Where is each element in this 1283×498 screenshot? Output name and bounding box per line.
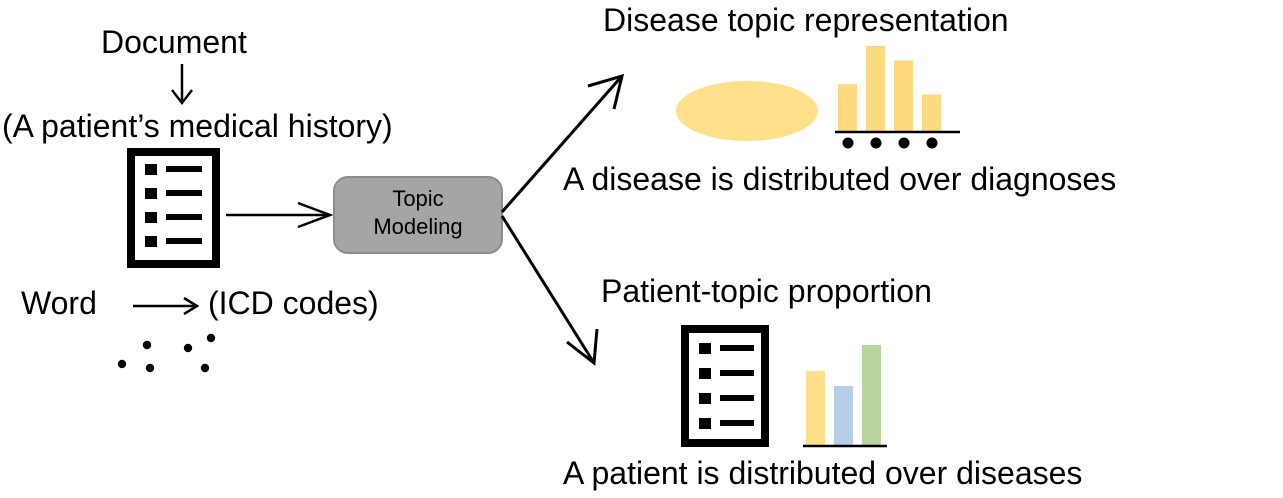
to-topic-modeling-arrow (226, 201, 334, 229)
disease-bar (866, 46, 885, 131)
disease-bar-chart (838, 46, 941, 132)
disease-bar (894, 60, 913, 132)
disease-bar (922, 94, 941, 131)
disease-topic-title: Disease topic representation (603, 2, 1009, 38)
patient-topic-bar (834, 386, 853, 445)
branch-arrows (500, 73, 625, 366)
patient-topic-bar (806, 371, 825, 445)
topic-modeling-text: Topic Modeling (334, 185, 502, 240)
patient-topic-title: Patient-topic proportion (601, 273, 932, 309)
document-label: Document (101, 24, 247, 60)
word-dots (117, 333, 216, 373)
document-down-arrow (171, 64, 193, 106)
disease-bar (838, 84, 857, 131)
icd-codes-label: (ICD codes) (208, 285, 379, 321)
document-icon (127, 148, 220, 268)
disease-topic-caption: A disease is distributed over diagnoses (563, 161, 1117, 197)
topic-modeling-box (333, 176, 503, 254)
patient-topic-caption: A patient is distributed over diseases (563, 455, 1083, 491)
topic-modeling-line1: Topic (392, 186, 444, 211)
medical-history-label: (A patient’s medical history) (2, 108, 393, 144)
disease-ellipse (676, 81, 818, 141)
patient-topic-bar (862, 345, 881, 445)
topic-modeling-line2: Modeling (373, 213, 463, 239)
patient-topic-bar-chart (806, 345, 881, 445)
word-arrow (133, 296, 200, 316)
word-label: Word (21, 285, 97, 321)
patient-document-icon (681, 325, 769, 447)
diagnosis-dots (842, 137, 938, 149)
